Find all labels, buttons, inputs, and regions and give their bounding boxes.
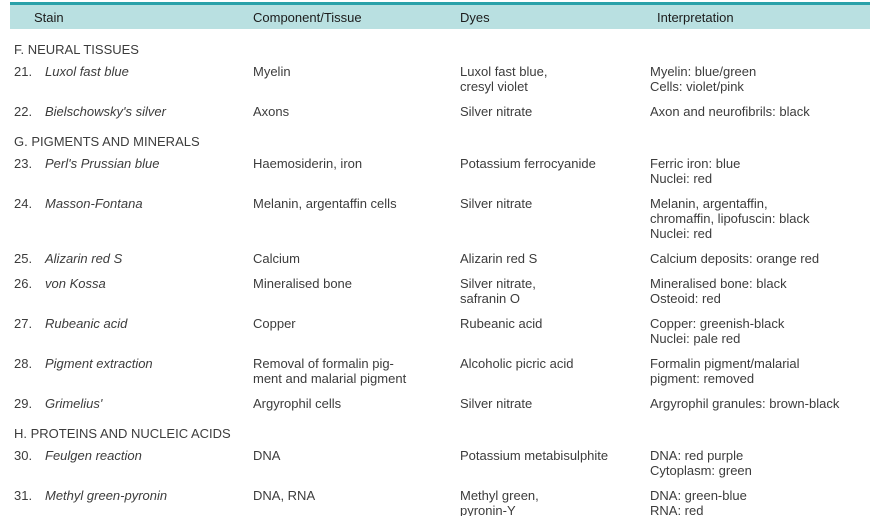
dyes-cell: Silver nitrate <box>460 104 533 119</box>
interpretation-cell: Copper: greenish-black Nuclei: pale red <box>650 316 785 346</box>
table-row: 31. Methyl green-pyronin DNA, RNA Methyl gr… <box>10 488 870 516</box>
component-tissue-cell: Axons <box>253 104 290 119</box>
stain-number: 23. <box>14 156 33 171</box>
stain-name: Rubeanic acid <box>45 316 128 331</box>
table-row: 22. Bielschowsky's silver Axons Silver nitr… <box>10 104 870 119</box>
table-row: 27. Rubeanic acid Copper Rubeanic acid Coppe… <box>10 316 870 346</box>
stain-name: Feulgen reaction <box>45 448 142 463</box>
dyes-cell: Luxol fast blue, cresyl violet <box>460 64 548 94</box>
interpretation-cell: Ferric iron: blue Nuclei: red <box>650 156 741 186</box>
interpretation-cell: Calcium deposits: orange red <box>650 251 820 266</box>
table-row: 28. Pigment extraction Removal of formalin… <box>10 356 870 386</box>
stain-name: Grimelius' <box>45 396 103 411</box>
stain-name: Methyl green-pyronin <box>45 488 168 503</box>
dyes-cell: Silver nitrate <box>460 396 533 411</box>
table-row: 23. Perl's Prussian blue Haemosiderin, iro… <box>10 156 870 186</box>
table-header-row: Stain Component/Tissue Dyes Interpretati… <box>10 5 870 29</box>
stain-number: 31. <box>14 488 33 503</box>
table-row: 21. Luxol fast blue Myelin Luxol fast blue,… <box>10 64 870 94</box>
interpretation-cell: Axon and neurofibrils: black <box>650 104 810 119</box>
stain-name: Masson-Fontana <box>45 196 143 211</box>
interpretation-cell: DNA: red purple Cytoplasm: green <box>650 448 752 478</box>
component-tissue-cell: Mineralised bone <box>253 276 353 291</box>
table-body: F. NEURAL TISSUES 21. Luxol fast blue Myeli… <box>10 29 870 516</box>
stain-number: 24. <box>14 196 33 211</box>
stain-name: Pigment extraction <box>45 356 153 371</box>
dyes-cell: Alizarin red S <box>460 251 538 266</box>
stain-name: Luxol fast blue <box>45 64 129 79</box>
stain-name: Bielschowsky's silver <box>45 104 166 119</box>
stain-name: Alizarin red S <box>45 251 123 266</box>
stain-number: 27. <box>14 316 33 331</box>
section-row: H. PROTEINS AND NUCLEIC ACIDS <box>14 426 231 441</box>
stain-number: 29. <box>14 396 33 411</box>
dyes-cell: Methyl green, pyronin-Y <box>460 488 539 516</box>
interpretation-cell: Argyrophil granules: brown-black <box>650 396 840 411</box>
component-tissue-cell: Myelin <box>253 64 291 79</box>
table-row: 25. Alizarin red S Calcium Alizarin red S Ca… <box>10 251 870 266</box>
dyes-cell: Potassium ferrocyanide <box>460 156 596 171</box>
stain-number: 30. <box>14 448 33 463</box>
stain-number: 28. <box>14 356 33 371</box>
table-row: 26. von Kossa Mineralised bone Silver nitra… <box>10 276 870 306</box>
stain-table: Stain Component/Tissue Dyes Interpretati… <box>10 2 870 516</box>
table-row: 29. Grimelius' Argyrophil cells Silver nitr… <box>10 396 870 411</box>
dyes-cell: Silver nitrate <box>460 196 533 211</box>
table-row: 24. Masson-Fontana Melanin, argentaffin ce… <box>10 196 870 241</box>
stain-name: von Kossa <box>45 276 106 291</box>
table-row: 30. Feulgen reaction DNA Potassium metabisu… <box>10 448 870 478</box>
component-tissue-cell: Copper <box>253 316 296 331</box>
component-tissue-cell: Haemosiderin, iron <box>253 156 363 171</box>
component-tissue-cell: Calcium <box>253 251 300 266</box>
dyes-cell: Silver nitrate, safranin O <box>460 276 536 306</box>
component-tissue-cell: Argyrophil cells <box>253 396 342 411</box>
column-header-stain: Stain <box>34 9 64 25</box>
interpretation-cell: Formalin pigment/malarial pigment: remov… <box>650 356 800 386</box>
column-header-interpretation: Interpretation <box>657 9 734 25</box>
table-top-rule <box>10 2 870 5</box>
stain-number: 26. <box>14 276 33 291</box>
dyes-cell: Alcoholic picric acid <box>460 356 574 371</box>
column-header-dyes: Dyes <box>460 9 490 25</box>
component-tissue-cell: DNA <box>253 448 281 463</box>
component-tissue-cell: DNA, RNA <box>253 488 316 503</box>
stain-number: 25. <box>14 251 33 266</box>
interpretation-cell: Mineralised bone: black Osteoid: red <box>650 276 787 306</box>
stain-number: 21. <box>14 64 33 79</box>
section-row: G. PIGMENTS AND MINERALS <box>14 134 200 149</box>
stain-number: 22. <box>14 104 33 119</box>
dyes-cell: Rubeanic acid <box>460 316 543 331</box>
stain-name: Perl's Prussian blue <box>45 156 160 171</box>
interpretation-cell: Melanin, argentaffin, chromaffin, lipofu… <box>650 196 810 241</box>
section-row: F. NEURAL TISSUES <box>14 42 139 57</box>
component-tissue-cell: Melanin, argentaffin cells <box>253 196 397 211</box>
interpretation-cell: Myelin: blue/green Cells: violet/pink <box>650 64 757 94</box>
column-header-component-tissue: Component/Tissue <box>253 9 362 25</box>
interpretation-cell: DNA: green-blue RNA: red <box>650 488 747 516</box>
dyes-cell: Potassium metabisulphite <box>460 448 609 463</box>
component-tissue-cell: Removal of formalin pig- ment and malari… <box>253 356 407 386</box>
